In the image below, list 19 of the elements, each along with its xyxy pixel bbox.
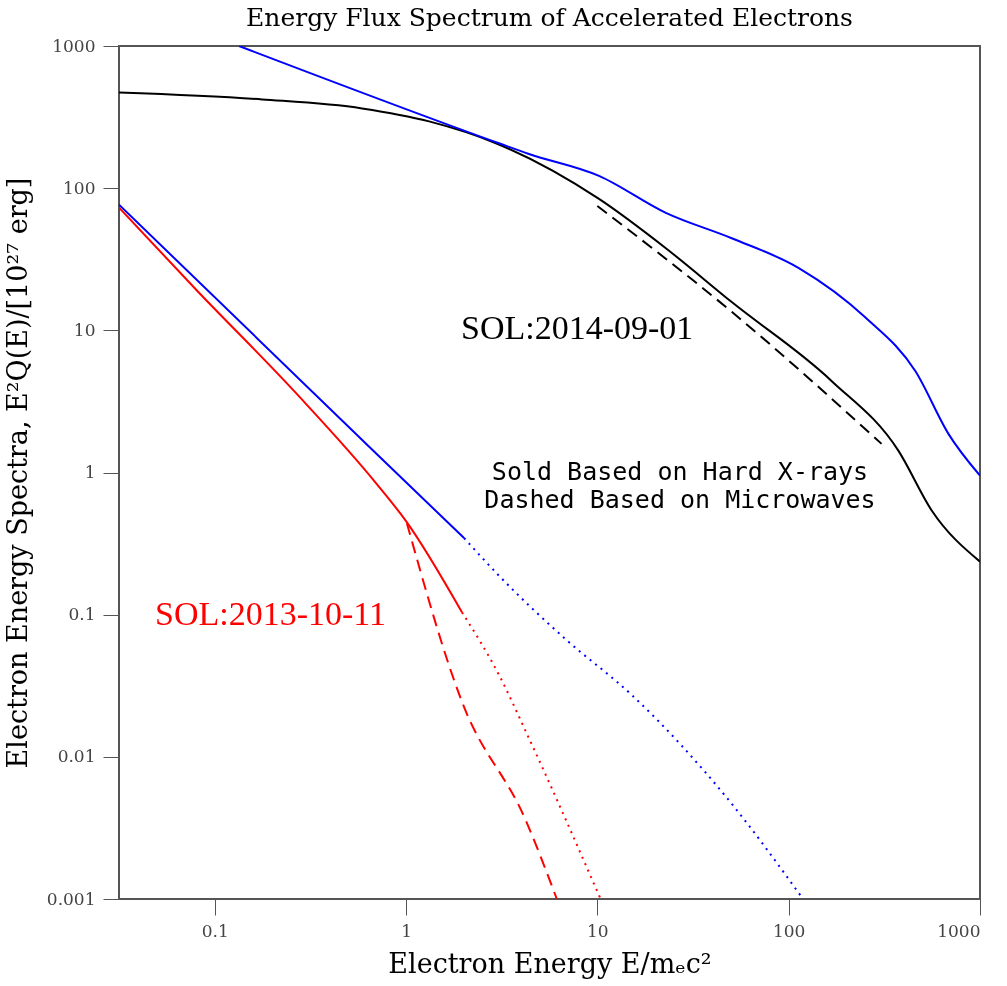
annotation: Dashed Based on Microwaves — [484, 485, 876, 514]
x-axis-title: Electron Energy E/mₑc² — [388, 947, 712, 979]
y-tick-label: 0.01 — [57, 746, 96, 767]
annotation: Sold Based on Hard X-rays — [491, 457, 869, 486]
x-tick-label: 10 — [587, 920, 609, 941]
y-tick-label: 0.001 — [46, 888, 96, 909]
chart-title: Energy Flux Spectrum of Accelerated Electrons — [246, 3, 853, 32]
x-tick-label: 100 — [772, 920, 806, 941]
y-tick-label: 1000 — [52, 35, 96, 56]
annotation: SOL:2014-09-01 — [461, 309, 694, 346]
y-tick-label: 1 — [84, 462, 96, 482]
annotation: SOL:2013-10-11 — [155, 595, 387, 632]
y-axis-title: Electron Energy Spectra, E²Q(E)/[10²⁷ erg] — [1, 177, 33, 769]
x-tick-label: 0.1 — [201, 920, 229, 941]
y-tick-label: 10 — [73, 319, 96, 340]
x-tick-label: 1000 — [937, 920, 981, 941]
y-tick-label: 0.1 — [68, 604, 96, 625]
x-tick-label: 1 — [401, 920, 412, 941]
y-tick-label: 100 — [63, 177, 96, 198]
